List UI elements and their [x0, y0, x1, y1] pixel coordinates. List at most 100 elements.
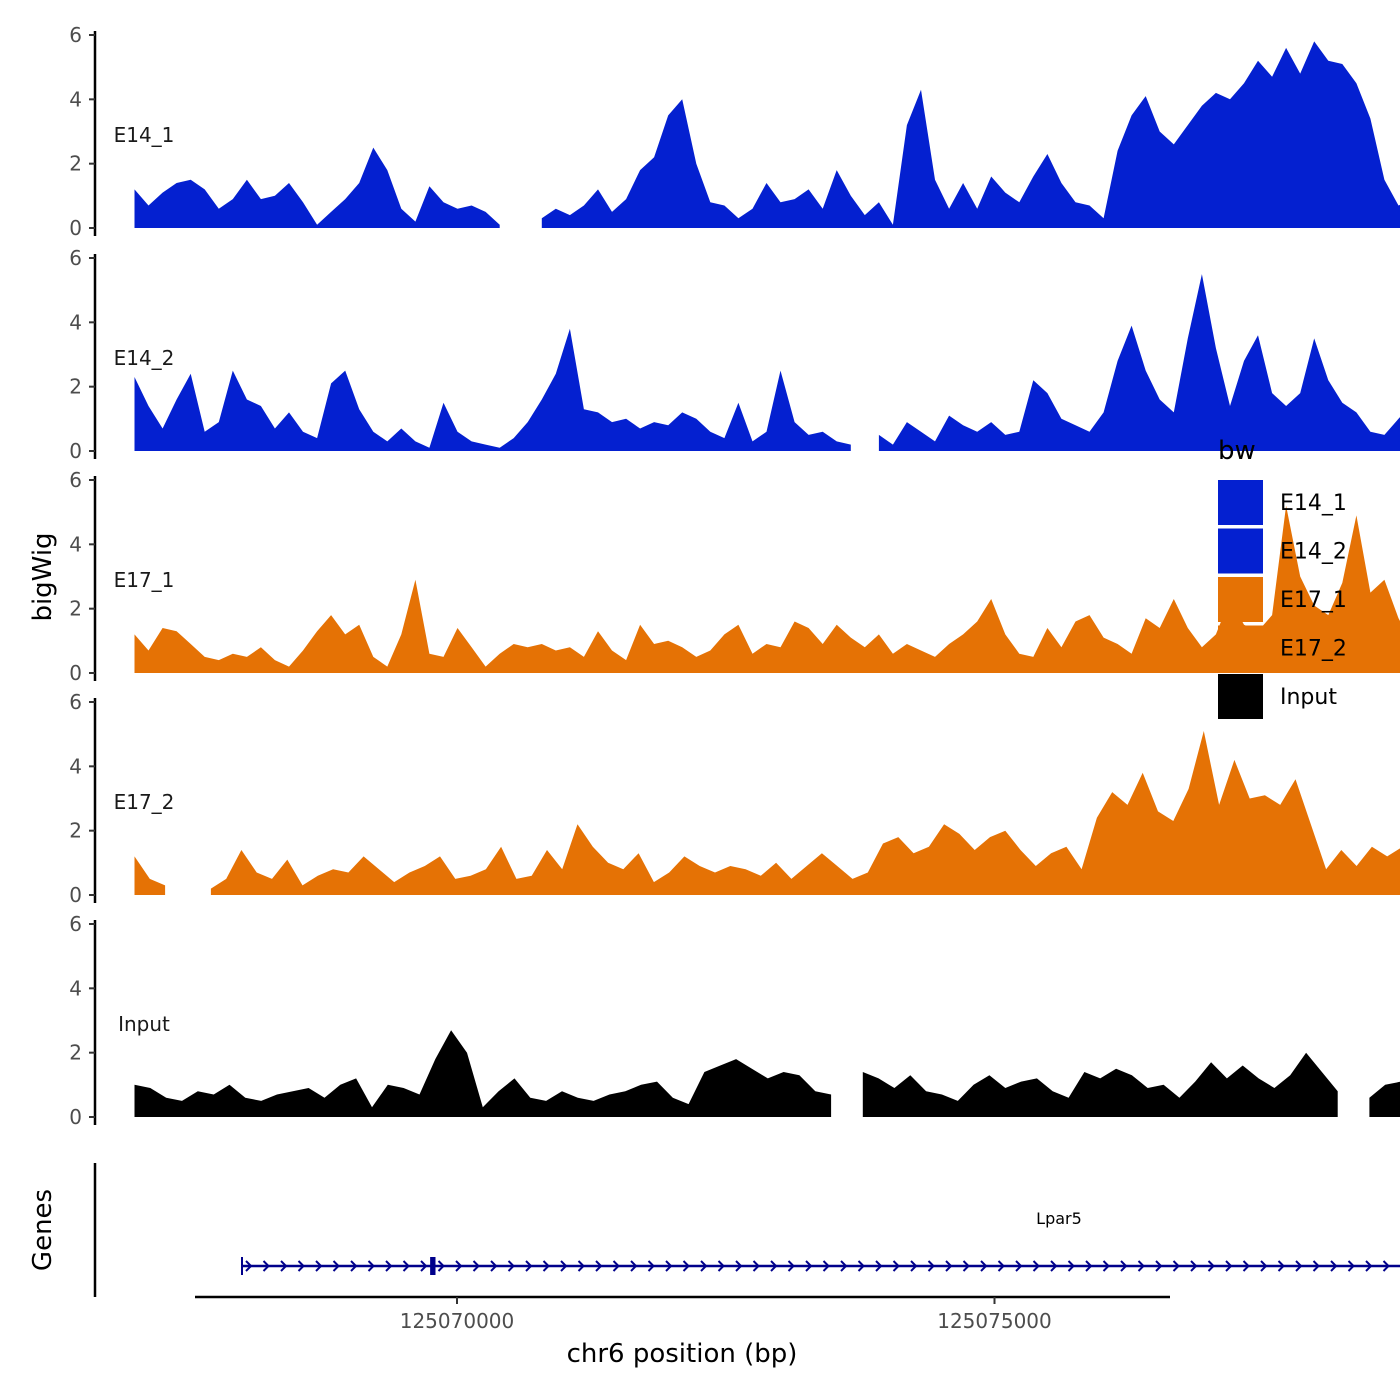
area-e14-1: [134, 147, 500, 228]
strand-arrow: [1137, 1260, 1145, 1272]
legend-label: E14_2: [1280, 540, 1347, 565]
strand-arrow: [752, 1260, 760, 1272]
signal-tracks: 0 2 4 6 E14_1 0 2 4 6 E14_2 0 2 4 6 E17_1 0 2 4 6 E17_2 0 2 4 6…: [69, 23, 1400, 1129]
strand-arrow: [805, 1260, 813, 1272]
legend-swatch: [1218, 674, 1263, 719]
y-tick-label: 4: [69, 754, 82, 778]
strand-arrow: [1102, 1260, 1110, 1272]
x-tick-label: 125075000: [937, 1309, 1052, 1333]
strand-arrow: [280, 1260, 288, 1272]
gene-models: Lpar5: [241, 1209, 1400, 1275]
legend-item-e17-1: E17_1: [1218, 577, 1347, 622]
strand-arrow: [297, 1260, 305, 1272]
strand-arrow: [1032, 1260, 1040, 1272]
area-input: [862, 1052, 1338, 1117]
legend-item-e17-2: E17_2: [1218, 625, 1347, 671]
track-label: E14_1: [114, 123, 175, 147]
y-tick-label: 0: [69, 1105, 82, 1129]
y-tick-label: 6: [69, 690, 82, 714]
strand-arrow: [700, 1260, 708, 1272]
strand-arrow: [1207, 1260, 1215, 1272]
track-e17-1: 0 2 4 6 E17_1: [69, 468, 1400, 685]
y-tick-label: 4: [69, 976, 82, 1000]
strand-arrow: [1277, 1260, 1285, 1272]
strand-arrow: [1260, 1260, 1268, 1272]
legend-label: E17_1: [1280, 588, 1347, 613]
y-tick-label: 6: [69, 246, 82, 270]
x-axis: 125070000125075000125080000 chr6 positio…: [195, 1295, 1170, 1369]
legend-title: bw: [1218, 436, 1256, 466]
gene-name-label: Lpar5: [1036, 1209, 1082, 1228]
legend-label: Input: [1280, 685, 1337, 710]
y-tick-label: 4: [69, 532, 82, 556]
strand-arrow: [1330, 1260, 1338, 1272]
legend-swatch: [1218, 480, 1263, 525]
strand-arrow: [735, 1260, 743, 1272]
y-tick-label: 2: [69, 375, 82, 399]
strand-arrow: [962, 1260, 970, 1272]
y-tick-label: 0: [69, 661, 82, 685]
strand-arrow: [840, 1260, 848, 1272]
y-tick-label: 4: [69, 310, 82, 334]
strand-arrow: [402, 1260, 410, 1272]
strand-arrow: [630, 1260, 638, 1272]
y-tick-label: 4: [69, 87, 82, 111]
area-e14-2: [134, 328, 851, 451]
genes-track-title: Genes: [28, 1189, 58, 1271]
legend-item-input: Input: [1218, 674, 1337, 719]
track-label: E17_1: [114, 568, 175, 592]
x-axis-title: chr6 position (bp): [567, 1339, 798, 1369]
strand-arrow: [997, 1260, 1005, 1272]
strand-arrow: [490, 1260, 498, 1272]
y-tick-label: 0: [69, 883, 82, 907]
strand-arrow: [315, 1260, 323, 1272]
strand-arrow: [1120, 1260, 1128, 1272]
track-label: Input: [118, 1012, 170, 1036]
area-e17-2: [134, 856, 166, 895]
strand-arrow: [245, 1260, 253, 1272]
legend-label: E17_2: [1280, 637, 1347, 662]
strand-arrow: [472, 1260, 480, 1272]
track-label: E14_2: [114, 346, 175, 370]
legend-item-e14-2: E14_2: [1218, 528, 1347, 574]
strand-arrow: [1382, 1260, 1390, 1272]
track-e14-1: 0 2 4 6 E14_1: [69, 23, 1400, 240]
y-tick-label: 6: [69, 23, 82, 47]
legend-swatch: [1218, 528, 1263, 574]
y-tick-label: 2: [69, 819, 82, 843]
y-tick-label: 0: [69, 216, 82, 240]
gene-exon: [430, 1257, 436, 1275]
strand-arrow: [892, 1260, 900, 1272]
gene-lpar5: Lpar5: [241, 1209, 1400, 1275]
y-axis-title: bigWig: [28, 532, 58, 621]
track-label: E17_2: [114, 790, 175, 814]
strand-arrow: [945, 1260, 953, 1272]
y-tick-label: 6: [69, 468, 82, 492]
legend-items: E14_1 E14_2 E17_1 E17_2 Input: [1218, 480, 1347, 719]
y-tick-label: 0: [69, 439, 82, 463]
area-e17-2: [210, 731, 1400, 895]
legend: bw E14_1 E14_2 E17_1 E17_2 Input: [1218, 436, 1347, 719]
x-tick-label: 125070000: [400, 1309, 515, 1333]
strand-arrow: [1225, 1260, 1233, 1272]
strand-arrow: [577, 1260, 585, 1272]
y-tick-label: 2: [69, 597, 82, 621]
strand-arrow: [420, 1260, 428, 1272]
strand-arrow: [455, 1260, 463, 1272]
genes-track: Genes Lpar5: [28, 1163, 1400, 1297]
strand-arrow: [595, 1260, 603, 1272]
strand-arrow: [980, 1260, 988, 1272]
strand-arrow: [507, 1260, 515, 1272]
strand-arrow: [542, 1260, 550, 1272]
strand-arrow: [822, 1260, 830, 1272]
strand-arrow: [367, 1260, 375, 1272]
strand-arrow: [770, 1260, 778, 1272]
strand-arrow: [1312, 1260, 1320, 1272]
strand-arrow: [1295, 1260, 1303, 1272]
area-input: [134, 1030, 832, 1117]
strand-arrow: [910, 1260, 918, 1272]
strand-arrow: [647, 1260, 655, 1272]
strand-arrow: [1347, 1260, 1355, 1272]
y-tick-label: 2: [69, 1041, 82, 1065]
